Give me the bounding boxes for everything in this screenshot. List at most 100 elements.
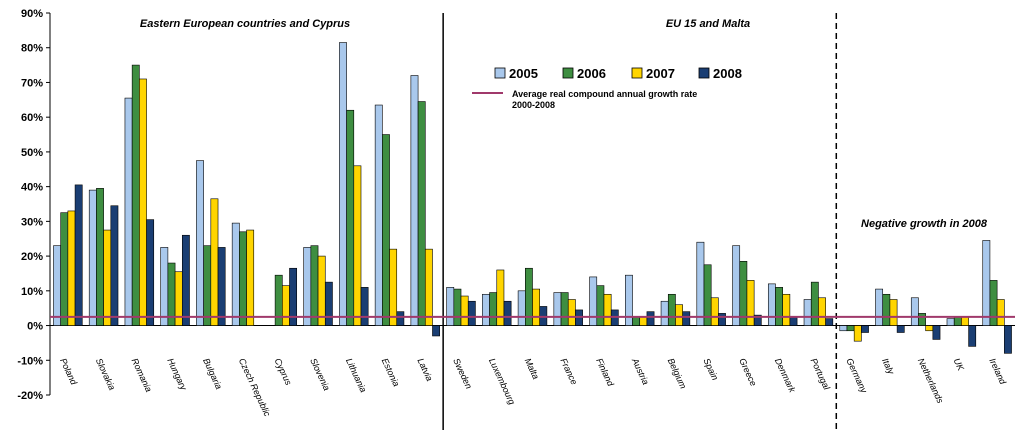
y-tick-label: -10%: [17, 355, 43, 367]
bar-2005-latvia: [410, 75, 419, 326]
bar-2006-uk: [953, 316, 962, 326]
x-tick-label: Spain: [701, 357, 720, 382]
legend-swatch-2008: [698, 67, 710, 79]
bar-2005-poland: [53, 245, 61, 326]
bar-2006-latvia: [417, 101, 426, 326]
bar-2005-denmark: [767, 283, 776, 326]
bar-2007-estonia: [389, 248, 398, 326]
x-tick-label: Romania: [130, 357, 154, 394]
bar-2008-spain: [718, 313, 726, 326]
bar-2005-malta: [517, 290, 526, 326]
x-tick-label: Hungary: [165, 357, 189, 393]
x-tick-label: Malta: [523, 357, 541, 381]
y-tick-label: 50%: [21, 147, 43, 159]
bar-2005-slovakia: [88, 189, 97, 326]
bar-2005-france: [553, 292, 562, 326]
bar-2007-netherlands: [925, 325, 934, 332]
bar-2007-latvia: [424, 248, 433, 326]
bar-2006-portugal: [810, 281, 819, 326]
bar-2006-lithuania: [346, 109, 355, 326]
bar-2008-germany: [861, 325, 869, 333]
bar-2008-poland: [74, 184, 83, 326]
group-label-eu15: EU 15 and Malta: [666, 18, 750, 30]
bar-2008-lithuania: [360, 287, 369, 326]
y-tick-label: 0%: [27, 321, 43, 333]
x-tick-label: Cyprus: [273, 357, 294, 388]
bar-2007-portugal: [818, 297, 826, 326]
legend-label-2007: 2007: [646, 66, 675, 81]
bar-2008-latvia: [432, 325, 440, 337]
bar-2007-lithuania: [353, 165, 362, 326]
bar-2005-greece: [732, 245, 741, 326]
bar-2007-romania: [139, 78, 147, 326]
bar-2008-uk: [968, 325, 977, 347]
x-tick-label: Finland: [594, 357, 616, 389]
bar-2007-czech-republic: [246, 229, 255, 326]
bar-2006-spain: [703, 264, 712, 326]
bar-2008-slovakia: [110, 205, 119, 326]
group-label-eastern: Eastern European countries and Cyprus: [140, 18, 350, 30]
group-label-negative: Negative growth in 2008: [861, 218, 988, 230]
bar-2007-belgium: [675, 304, 683, 326]
bar-2006-austria: [632, 316, 641, 326]
y-tick-label: 30%: [21, 216, 43, 228]
x-tick-label: Austria: [629, 356, 650, 387]
x-tick-label: Poland: [58, 357, 79, 388]
bar-2006-slovenia: [310, 245, 319, 326]
bar-2005-sweden: [446, 287, 455, 326]
bar-2006-denmark: [775, 287, 783, 326]
bar-2007-sweden: [460, 295, 469, 326]
bar-2008-netherlands: [932, 325, 941, 340]
bar-2006-sweden: [453, 288, 462, 326]
legend-swatch-2007: [631, 67, 643, 79]
bar-2007-malta: [532, 288, 540, 326]
bar-2005-romania: [124, 97, 133, 326]
x-tick-label: Germany: [844, 357, 869, 395]
bar-2005-hungary: [160, 247, 169, 326]
bar-2006-belgium: [667, 293, 676, 326]
x-tick-label: Denmark: [773, 357, 798, 395]
bar-2005-slovenia: [303, 247, 312, 326]
bar-2007-ireland: [996, 299, 1005, 326]
y-tick-label: 90%: [21, 8, 43, 20]
bar-2006-romania: [131, 64, 140, 326]
bar-2007-slovakia: [103, 229, 112, 326]
bar-2007-slovenia: [317, 255, 326, 326]
bar-2006-czech-republic: [239, 231, 247, 326]
legend: 2005 2006 2007 2008 Average real compound an…: [472, 66, 742, 110]
bar-2008-estonia: [396, 311, 405, 326]
x-tick-label: Sweden: [451, 357, 474, 391]
legend-label-2006: 2006: [577, 66, 606, 81]
x-tick-label: Luxembourg: [487, 357, 517, 407]
bar-2005-austria: [625, 274, 633, 326]
y-tick-label: 70%: [21, 77, 43, 89]
bar-2008-cyprus: [289, 267, 298, 326]
bar-2005-portugal: [803, 299, 812, 326]
bar-2005-lithuania: [339, 42, 347, 326]
legend-label-2005: 2005: [509, 66, 538, 81]
x-tick-label: UK: [952, 357, 967, 373]
bar-2006-france: [560, 292, 569, 326]
bar-2007-denmark: [782, 293, 791, 326]
bar-2007-spain: [710, 297, 719, 326]
x-tick-label: Lithuania: [344, 357, 369, 394]
x-tick-label: Slovenia: [308, 357, 332, 393]
bar-2007-cyprus: [282, 285, 290, 326]
bar-2008-luxembourg: [503, 300, 512, 326]
group-dividers: [442, 13, 838, 430]
x-tick-label: Italy: [880, 357, 896, 377]
x-tick-label: Latvia: [415, 357, 434, 383]
bar-2007-bulgaria: [210, 198, 219, 326]
bar-2006-slovakia: [96, 188, 104, 326]
legend-label-average-period: 2000-2008: [512, 100, 555, 110]
legend-label-2008: 2008: [713, 66, 742, 81]
bar-2008-romania: [146, 219, 155, 326]
bar-2006-bulgaria: [203, 245, 212, 326]
x-tick-label: Portugal: [809, 357, 833, 393]
bar-2006-poland: [60, 212, 69, 326]
bar-2005-czech-republic: [231, 222, 240, 326]
bar-2005-bulgaria: [196, 160, 204, 326]
bar-2006-cyprus: [274, 274, 283, 326]
x-tick-label: Greece: [737, 357, 759, 388]
